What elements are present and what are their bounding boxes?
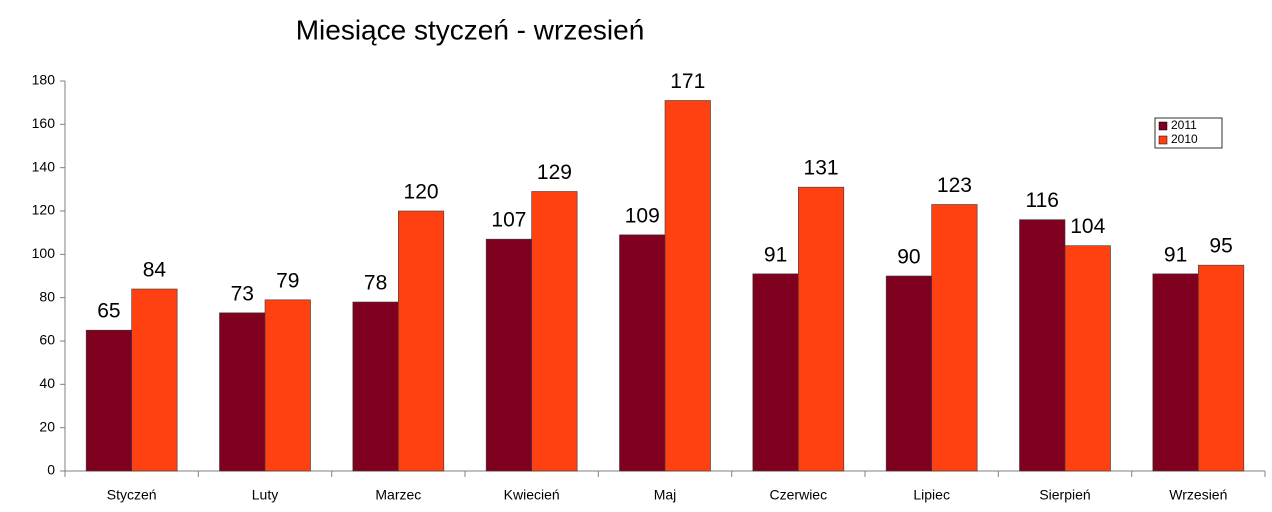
value-label: 104 bbox=[1070, 215, 1105, 238]
y-tick-label: 100 bbox=[32, 245, 56, 261]
x-tick-label: Kwiecień bbox=[504, 487, 560, 503]
value-label: 116 bbox=[1026, 189, 1059, 212]
x-tick-label: Wrzesień bbox=[1169, 487, 1227, 503]
value-label: 129 bbox=[537, 161, 572, 184]
bar bbox=[352, 301, 399, 472]
value-label: 120 bbox=[404, 181, 439, 204]
value-label: 95 bbox=[1209, 235, 1232, 258]
y-tick-label: 60 bbox=[39, 332, 55, 348]
x-tick-label: Maj bbox=[654, 487, 677, 503]
value-label: 65 bbox=[97, 300, 120, 323]
value-label: 78 bbox=[364, 272, 387, 295]
value-label: 91 bbox=[1164, 243, 1187, 266]
legend-swatch bbox=[1158, 135, 1168, 145]
bar bbox=[752, 273, 799, 472]
y-tick-label: 140 bbox=[32, 158, 56, 174]
legend-label: 2010 bbox=[1171, 132, 1198, 146]
value-label: 131 bbox=[804, 157, 839, 180]
value-label: 73 bbox=[231, 282, 254, 305]
bar bbox=[85, 329, 132, 472]
bar bbox=[531, 191, 578, 472]
x-tick-label: Sierpień bbox=[1039, 487, 1090, 503]
value-label: 123 bbox=[937, 174, 972, 197]
value-label: 79 bbox=[276, 269, 299, 292]
bar bbox=[1064, 245, 1111, 472]
y-tick-label: 40 bbox=[39, 375, 55, 391]
bar bbox=[1198, 264, 1245, 472]
legend-label: 2011 bbox=[1171, 118, 1197, 132]
bar bbox=[485, 238, 532, 472]
bar bbox=[1019, 219, 1066, 472]
legend-swatch bbox=[1158, 121, 1168, 131]
chart-title: Miesiące styczeń - wrzesień bbox=[296, 14, 645, 45]
value-label: 84 bbox=[143, 259, 167, 282]
value-label: 107 bbox=[491, 209, 526, 232]
y-tick-label: 20 bbox=[39, 418, 55, 434]
y-tick-label: 80 bbox=[39, 288, 55, 304]
bar bbox=[219, 312, 266, 472]
value-label: 171 bbox=[670, 70, 705, 93]
bar bbox=[1152, 273, 1199, 472]
bar bbox=[619, 234, 666, 472]
bar bbox=[264, 299, 311, 472]
value-label: 109 bbox=[625, 204, 660, 227]
bar bbox=[664, 100, 711, 472]
y-tick-label: 0 bbox=[47, 462, 55, 478]
bar bbox=[885, 275, 932, 472]
bar bbox=[131, 288, 178, 472]
y-tick-label: 160 bbox=[32, 115, 56, 131]
bar bbox=[398, 210, 445, 472]
x-tick-label: Marzec bbox=[375, 487, 421, 503]
x-tick-label: Styczeń bbox=[107, 487, 157, 503]
x-tick-label: Luty bbox=[252, 487, 278, 503]
y-tick-label: 120 bbox=[32, 202, 56, 218]
value-label: 91 bbox=[764, 243, 787, 266]
bar bbox=[931, 204, 978, 472]
y-tick-label: 180 bbox=[32, 72, 56, 88]
x-tick-label: Czerwiec bbox=[770, 487, 828, 503]
value-label: 90 bbox=[897, 246, 920, 269]
x-tick-label: Lipiec bbox=[913, 487, 950, 503]
bar bbox=[798, 186, 845, 472]
